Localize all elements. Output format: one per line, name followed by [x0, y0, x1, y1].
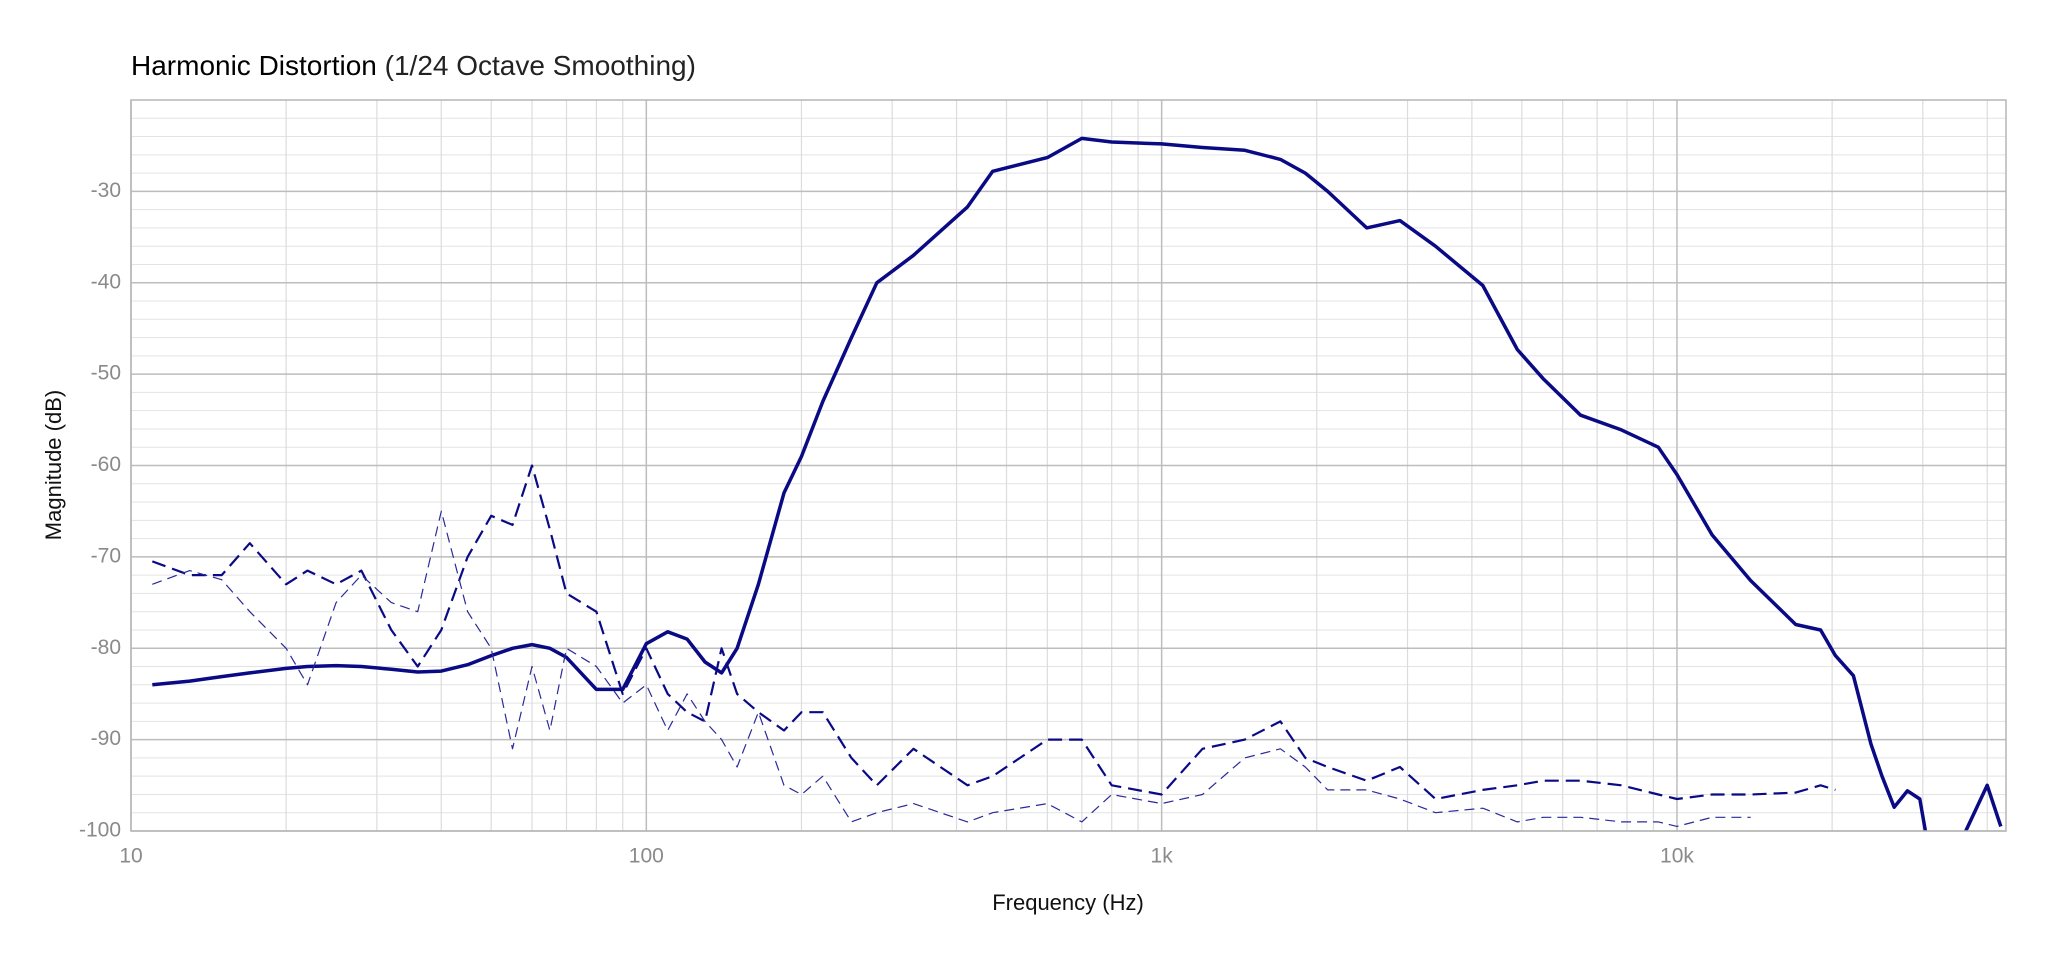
y-tick-label: -70 [91, 544, 121, 567]
chart-title: Harmonic Distortion (1/24 Octave Smoothi… [131, 50, 696, 81]
x-tick-label: 1k [1151, 845, 1174, 868]
series-line [152, 510, 1751, 827]
y-tick-label: -40 [91, 270, 121, 293]
y-tick-label: -100 [79, 819, 121, 842]
x-axis-label: Frequency (Hz) [992, 890, 1144, 915]
lines [151, 136, 2003, 831]
y-tick-label: -60 [91, 453, 121, 476]
x-tick-label: 10k [1660, 845, 1694, 868]
series-line [152, 136, 2003, 831]
subtitle: (1/24 Octave Smoothing) [385, 50, 696, 81]
y-tick-label: -50 [91, 362, 121, 385]
y-tick-label: -90 [91, 727, 121, 750]
x-tick-label: 10 [119, 845, 142, 868]
y-tick-label: -80 [91, 636, 121, 659]
plot-frame [130, 99, 2007, 832]
y-axis-label: Magnitude (dB) [41, 390, 66, 540]
y-tick-label: -30 [91, 179, 121, 202]
x-tick-label: 100 [629, 845, 664, 868]
grid [130, 99, 2006, 832]
title: Harmonic Distortion [131, 50, 377, 81]
series-line [151, 464, 1836, 801]
